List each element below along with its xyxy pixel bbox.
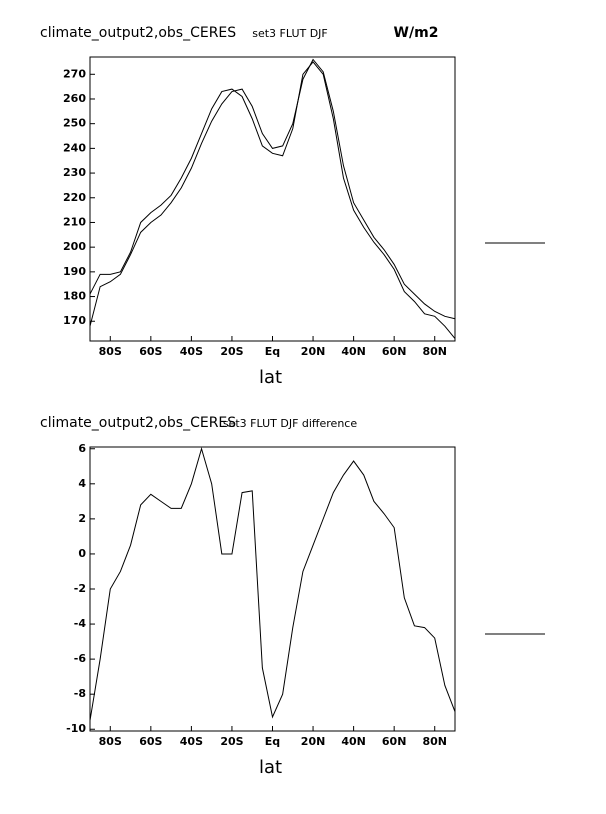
plot-frame bbox=[89, 56, 456, 342]
y-tick-label: 190 bbox=[63, 265, 86, 278]
x-tick-label: 20N bbox=[301, 345, 326, 358]
x-tick-label: 80N bbox=[422, 345, 447, 358]
x-tick-label: 80S bbox=[99, 735, 122, 748]
x-tick-label: 20N bbox=[301, 735, 326, 748]
chart-title: climate_output2,obs_CERES bbox=[40, 415, 236, 431]
y-tick-label: -8 bbox=[74, 687, 86, 700]
x-axis-label: lat bbox=[259, 757, 282, 778]
y-tick-label: -6 bbox=[74, 652, 87, 665]
y-tick-label: 260 bbox=[63, 92, 86, 105]
y-tick-label: 170 bbox=[63, 314, 86, 327]
x-tick-label: 60N bbox=[382, 735, 407, 748]
x-tick-label: 20S bbox=[220, 345, 243, 358]
y-tick-label: 4 bbox=[78, 477, 86, 490]
x-axis-label: lat bbox=[259, 367, 282, 388]
data-line bbox=[89, 446, 456, 721]
chart-title: climate_output2,obs_CERES bbox=[40, 25, 236, 41]
x-tick-label: 60N bbox=[382, 345, 407, 358]
y-tick-label: 270 bbox=[63, 67, 86, 80]
chart-subtitle: set3 FLUT DJF difference bbox=[223, 417, 357, 430]
y-tick-label: 0 bbox=[78, 547, 86, 560]
plot-frame bbox=[89, 446, 456, 732]
x-tick-label: 80S bbox=[99, 345, 122, 358]
y-tick-label: 200 bbox=[63, 240, 86, 253]
y-tick-label: 220 bbox=[63, 191, 86, 204]
x-tick-label: 40N bbox=[341, 735, 366, 748]
data-line bbox=[89, 61, 456, 339]
y-tick-label: 240 bbox=[63, 141, 86, 154]
y-tick-label: 180 bbox=[63, 290, 86, 303]
data-line bbox=[89, 58, 456, 327]
y-tick-label: 210 bbox=[63, 215, 86, 228]
x-tick-label: 60S bbox=[139, 735, 162, 748]
y-tick-label: 6 bbox=[78, 442, 86, 455]
x-tick-label: Eq bbox=[265, 735, 280, 748]
x-tick-label: 40S bbox=[180, 345, 203, 358]
y-tick-label: 230 bbox=[63, 166, 86, 179]
x-tick-label: 40N bbox=[341, 345, 366, 358]
y-tick-label: -2 bbox=[74, 582, 86, 595]
y-tick-label: 250 bbox=[63, 117, 86, 130]
x-tick-label: 80N bbox=[422, 735, 447, 748]
x-tick-label: 60S bbox=[139, 345, 162, 358]
y-tick-label: 2 bbox=[78, 512, 86, 525]
y-tick-label: -10 bbox=[66, 722, 86, 735]
x-tick-label: 40S bbox=[180, 735, 203, 748]
y-tick-label: -4 bbox=[74, 617, 87, 630]
units: W/m2 bbox=[394, 25, 439, 41]
x-tick-label: 20S bbox=[220, 735, 243, 748]
x-tick-label: Eq bbox=[265, 345, 280, 358]
chart-subtitle: set3 FLUT DJF bbox=[252, 27, 328, 40]
